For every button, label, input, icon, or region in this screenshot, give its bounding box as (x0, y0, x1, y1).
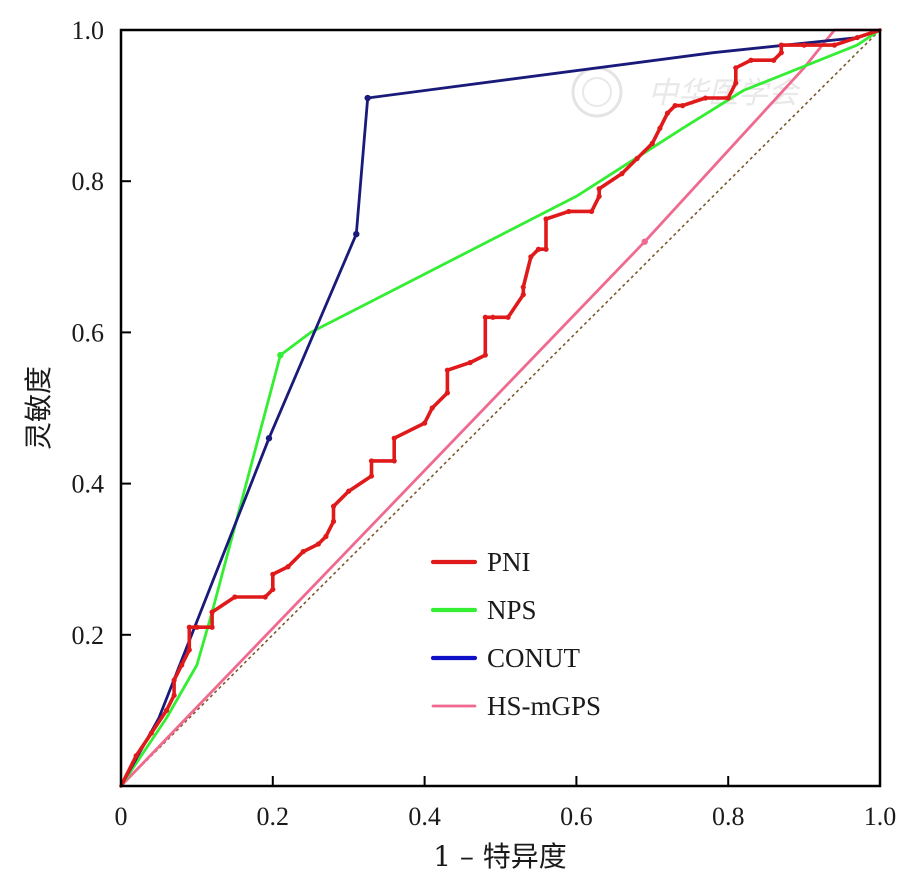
point-pni (831, 42, 838, 48)
point-pni (209, 609, 215, 615)
point-pni (232, 594, 238, 600)
y-tick-label: 0.2 (72, 621, 105, 650)
point-pni (391, 458, 397, 464)
point-pni (596, 193, 602, 199)
x-tick-label: 0.8 (712, 802, 745, 831)
legend: PNI NPS CONUT HS-mGPS (430, 547, 601, 721)
x-tick-label: 0 (115, 802, 128, 831)
point-pni (566, 208, 572, 215)
point-pni (482, 314, 488, 320)
point-pni (330, 518, 337, 525)
point-pni (649, 140, 655, 146)
point-pni (209, 624, 215, 630)
point-pni (778, 50, 784, 56)
y-tick-label: 0.8 (72, 167, 105, 196)
point-pni (346, 488, 352, 494)
legend-label-pni: PNI (487, 547, 531, 577)
point-pni (528, 254, 534, 260)
point-pni (664, 110, 671, 116)
point-pni (148, 730, 154, 736)
point-pni (702, 95, 709, 101)
point-pni (444, 367, 450, 373)
point-pni (520, 292, 526, 298)
point-pni (778, 42, 784, 48)
point-pni (171, 692, 177, 698)
point-pni (543, 216, 549, 222)
point-pni (422, 420, 428, 426)
point-pni (543, 246, 549, 252)
plot-frame (119, 28, 882, 788)
point-pni (368, 458, 375, 464)
point-pni (270, 571, 276, 577)
point-pni (186, 647, 192, 653)
point-hs-mgps (641, 238, 648, 245)
point-pni (171, 677, 177, 683)
point-conut (364, 94, 371, 102)
point-pni (535, 246, 542, 252)
point-pni (330, 503, 337, 509)
point-conut (353, 230, 360, 238)
x-tick-label: 0.2 (257, 802, 290, 831)
x-tick-label: 0.4 (408, 802, 441, 831)
point-pni (733, 65, 739, 71)
point-pni (429, 405, 435, 411)
point-pni (490, 314, 496, 320)
axis-ticks: 0 0.2 0.4 0.6 0.8 1.0 0.2 0.4 0.6 0.8 1.0 (72, 16, 897, 831)
reference-diagonal-line (120, 29, 881, 787)
point-pni (505, 314, 511, 320)
point-pni (520, 284, 526, 290)
point-pni (672, 103, 678, 109)
point-pni (323, 533, 329, 540)
point-pni (133, 753, 139, 759)
point-pni (262, 594, 268, 600)
point-conut (265, 435, 273, 442)
point-pni (315, 541, 321, 547)
point-pni (482, 352, 488, 358)
point-pni (725, 95, 731, 101)
point-pni (748, 57, 754, 63)
point-pni (467, 360, 473, 366)
x-axis-title: 1 – 特异度 (433, 840, 567, 873)
point-pni (444, 390, 450, 396)
legend-label-conut: CONUT (487, 643, 581, 673)
point-pni (771, 57, 777, 63)
y-tick-label: 0.6 (72, 318, 105, 347)
point-pni (179, 662, 185, 668)
point-pni (801, 42, 807, 48)
point-pni (596, 186, 602, 192)
legend-label-nps: NPS (487, 595, 537, 625)
point-pni (285, 564, 291, 570)
point-pni (619, 171, 625, 177)
point-pni (588, 208, 595, 215)
point-pni (680, 103, 686, 109)
point-pni (194, 624, 200, 630)
point-pni (391, 435, 397, 441)
series-line-nps (119, 28, 882, 788)
x-tick-label: 1.0 (864, 802, 897, 831)
y-axis-title: 灵敏度 (22, 366, 55, 450)
point-pni (368, 473, 375, 479)
point-nps (277, 351, 284, 359)
point-pni (854, 34, 860, 41)
point-pni (634, 155, 640, 162)
plot-area (119, 28, 882, 788)
x-tick-label: 0.6 (560, 802, 593, 831)
point-pni (163, 707, 170, 714)
legend-label-hs-mgps: HS-mGPS (487, 691, 601, 721)
y-tick-label: 0.4 (72, 470, 105, 499)
svg-text:中华医学会: 中华医学会 (648, 76, 801, 111)
point-pni (270, 586, 276, 593)
point-pni (657, 125, 663, 131)
point-pni (733, 80, 739, 86)
point-pni (186, 624, 192, 630)
point-pni (300, 549, 306, 555)
y-tick-label: 1.0 (72, 16, 105, 45)
